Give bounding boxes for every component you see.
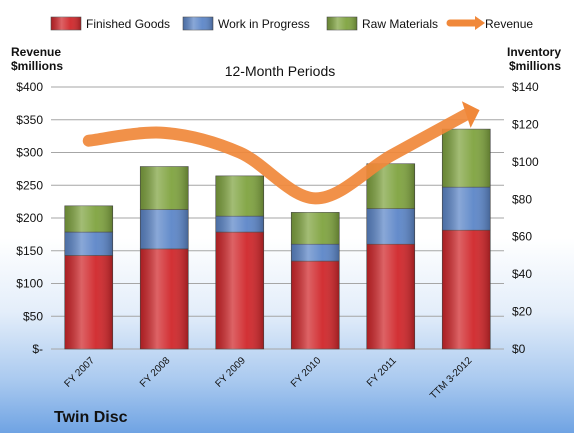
legend-label-work-in-progress: Work in Progress xyxy=(218,17,310,31)
legend-swatch-shine xyxy=(183,17,213,30)
bar-shine-work-in-progress xyxy=(215,216,264,233)
x-tick-label: FY 2011 xyxy=(365,355,399,389)
right-tick-label: $60 xyxy=(512,230,532,244)
x-tick-label: FY 2008 xyxy=(138,355,173,390)
right-tick-label: $0 xyxy=(512,342,526,356)
right-axis-ticks: $0 $20 $40 $60 $80 $100 $120 $140 xyxy=(512,80,539,356)
right-tick-label: $20 xyxy=(512,305,532,319)
x-tick-label: TTM 3-2012 xyxy=(428,355,475,402)
bar-shine-work-in-progress xyxy=(140,209,189,249)
left-tick-label: $100 xyxy=(16,277,43,291)
left-tick-label: $350 xyxy=(16,113,43,127)
legend-swatch-shine xyxy=(327,17,357,30)
x-tick-label: FY 2010 xyxy=(289,355,324,390)
x-tick-label: FY 2009 xyxy=(213,355,248,390)
right-tick-label: $120 xyxy=(512,117,539,131)
bar-shine-finished-goods xyxy=(291,261,340,349)
x-axis-tick-labels: FY 2007 FY 2008 FY 2009 FY 2010 FY 2011 TTM 3… xyxy=(62,355,474,402)
legend-label-finished-goods: Finished Goods xyxy=(86,17,170,31)
left-axis-title-line1: Revenue xyxy=(11,45,61,59)
bar-shine-raw-materials xyxy=(291,212,340,245)
bar-shine-finished-goods xyxy=(215,232,264,349)
bar-shine-work-in-progress xyxy=(366,208,415,245)
legend-label-revenue: Revenue xyxy=(485,17,533,31)
gridlines xyxy=(51,86,504,350)
right-tick-label: $100 xyxy=(512,155,539,169)
company-name: Twin Disc xyxy=(54,409,128,426)
bar-shine-work-in-progress xyxy=(442,187,491,231)
bar-shine-finished-goods xyxy=(366,244,415,349)
legend: Finished Goods Work in Progress Raw Materi… xyxy=(50,16,533,31)
revenue-arrowhead xyxy=(461,101,480,128)
left-tick-label: $150 xyxy=(16,244,43,258)
legend-arrowhead xyxy=(475,16,485,30)
right-tick-label: $140 xyxy=(512,80,539,94)
bar-shine-finished-goods xyxy=(64,255,113,349)
left-axis-ticks: $- $50 $100 $150 $200 $250 $300 $350 $400 xyxy=(16,80,43,356)
bar-shine-finished-goods xyxy=(442,230,491,349)
legend-swatch-shine xyxy=(51,17,81,30)
bar-shine-work-in-progress xyxy=(291,244,340,262)
x-tick-label: FY 2007 xyxy=(62,355,97,390)
right-tick-label: $80 xyxy=(512,192,532,206)
bar-shine-raw-materials xyxy=(140,166,189,210)
left-tick-label: $200 xyxy=(16,211,43,225)
left-tick-label: $- xyxy=(32,342,43,356)
stacked-bars xyxy=(64,128,491,350)
left-tick-label: $250 xyxy=(16,178,43,192)
legend-label-raw-materials: Raw Materials xyxy=(362,17,438,31)
left-tick-label: $400 xyxy=(16,80,43,94)
left-tick-label: $50 xyxy=(23,309,43,323)
right-tick-label: $40 xyxy=(512,267,532,281)
bar-shine-work-in-progress xyxy=(64,232,113,256)
right-axis-title-line1: Inventory xyxy=(507,45,561,59)
right-axis-title-line2: $millions xyxy=(509,59,561,73)
bar-shine-raw-materials xyxy=(442,129,491,188)
chart-title: 12-Month Periods xyxy=(225,63,336,79)
revenue-line xyxy=(82,108,473,205)
bar-shine-raw-materials xyxy=(64,205,113,233)
left-tick-label: $300 xyxy=(16,146,43,160)
revenue-line-group xyxy=(82,101,480,205)
bar-shine-finished-goods xyxy=(140,248,189,349)
bar-shine-raw-materials xyxy=(215,175,264,217)
left-axis-title-line2: $millions xyxy=(11,59,63,73)
